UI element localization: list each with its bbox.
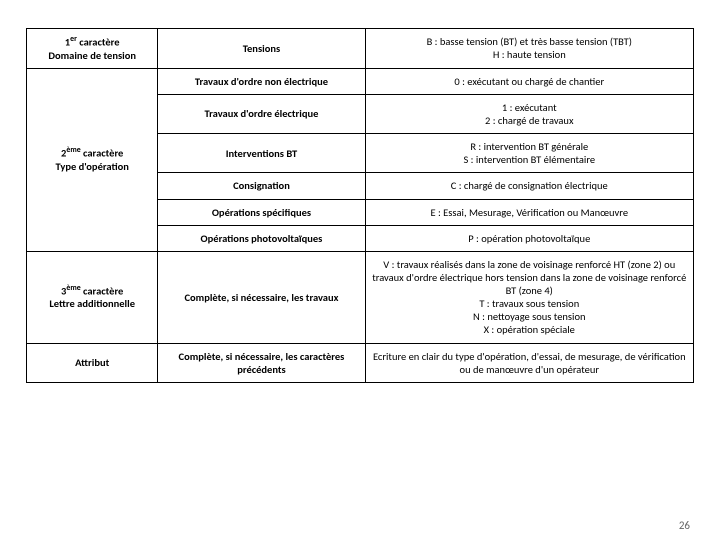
- cell-right-2: 0 : exécutant ou chargé de chantier: [365, 68, 693, 94]
- cell-mid-6: Opérations spécifiques: [158, 199, 365, 225]
- cell-left-8: 3ème caractèreLettre additionnelle: [27, 251, 158, 343]
- cell-mid-8: Complète, si nécessaire, les travaux: [158, 251, 365, 343]
- table-row: 2ème caractèreType d'opération Travaux d…: [27, 68, 694, 94]
- cell-mid-3: Travaux d'ordre électrique: [158, 94, 365, 133]
- cell-right-8: V : travaux réalisés dans la zone de voi…: [365, 251, 693, 343]
- cell-right-6: E : Essai, Mesurage, Vérification ou Man…: [365, 199, 693, 225]
- page-number: 26: [679, 519, 690, 532]
- cell-left-2: 2ème caractèreType d'opération: [27, 68, 158, 251]
- cell-mid-7: Opérations photovoltaïques: [158, 225, 365, 251]
- table-row: 1er caractèreDomaine de tension Tensions…: [27, 29, 694, 69]
- table-row: Attribut Complète, si nécessaire, les ca…: [27, 343, 694, 382]
- characteres-table: 1er caractèreDomaine de tension Tensions…: [26, 28, 694, 383]
- cell-mid-4: Interventions BT: [158, 134, 365, 173]
- cell-right-5: C : chargé de consignation électrique: [365, 173, 693, 199]
- cell-right-9: Ecriture en clair du type d'opération, d…: [365, 343, 693, 382]
- cell-right-1: B : basse tension (BT) et très basse ten…: [365, 29, 693, 69]
- cell-right-3: 1 : exécutant2 : chargé de travaux: [365, 94, 693, 133]
- cell-mid-5: Consignation: [158, 173, 365, 199]
- table-row: 3ème caractèreLettre additionnelle Compl…: [27, 251, 694, 343]
- cell-left-9: Attribut: [27, 343, 158, 382]
- cell-mid-9: Complète, si nécessaire, les caractères …: [158, 343, 365, 382]
- cell-right-7: P : opération photovoltaïque: [365, 225, 693, 251]
- cell-mid-1: Tensions: [158, 29, 365, 69]
- cell-right-4: R : intervention BT généraleS : interven…: [365, 134, 693, 173]
- cell-left-1: 1er caractèreDomaine de tension: [27, 29, 158, 69]
- cell-mid-2: Travaux d'ordre non électrique: [158, 68, 365, 94]
